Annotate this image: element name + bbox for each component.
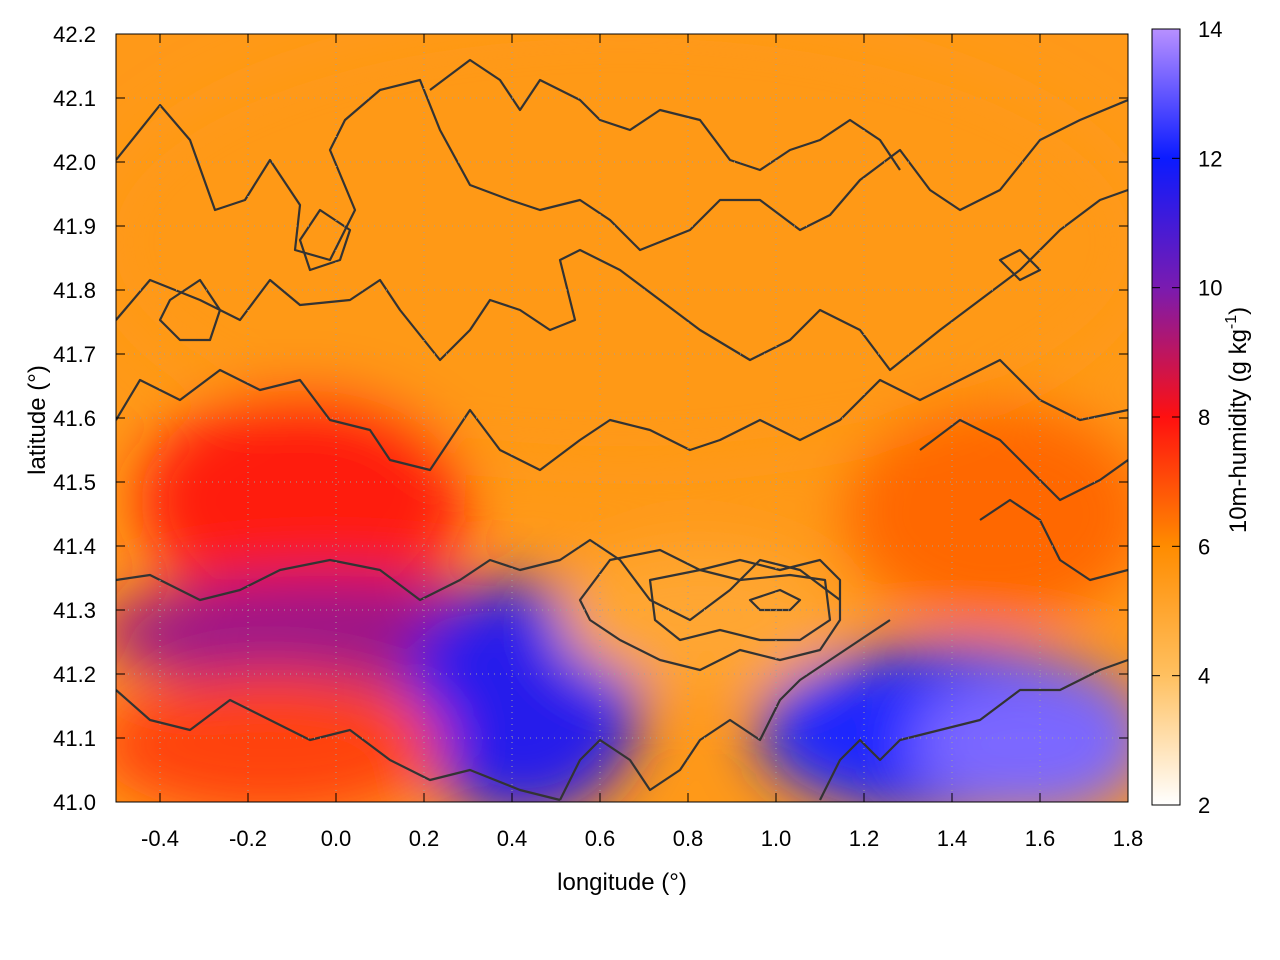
- terrain-contours: [116, 58, 1128, 802]
- contour-line-5: [578, 548, 842, 672]
- x-tick-label: 1.2: [849, 826, 880, 851]
- contour-line-8: [429, 58, 901, 172]
- y-tick-label: 41.1: [53, 726, 96, 751]
- x-tick-label: -0.4: [141, 826, 179, 851]
- x-tick-label: 0.4: [497, 826, 528, 851]
- y-tick-label: 41.7: [53, 342, 96, 367]
- field-region-6: [910, 671, 1128, 802]
- x-tick-label: -0.2: [229, 826, 267, 851]
- colorbar-ticks: 2 4 6 8 10 12 14: [1152, 17, 1222, 818]
- colorbar-tick-label: 14: [1198, 17, 1222, 42]
- x-tick-label: 1.8: [1113, 826, 1144, 851]
- y-tick-label: 42.0: [53, 150, 96, 175]
- field-region-8: [844, 403, 1128, 625]
- colorbar-label: 10m-humidity (g kg-1): [1223, 307, 1252, 533]
- contour-line-4: [116, 689, 561, 802]
- x-tick-label: 1.4: [937, 826, 968, 851]
- x-axis-ticks: -0.4 -0.2 0.0 0.2 0.4 0.6 0.8 1.0 1.2 1.4 1.6 1.8: [141, 34, 1143, 851]
- contour-line-2: [116, 358, 1128, 472]
- contour-line-3: [116, 538, 841, 622]
- contour-line-14: [158, 278, 222, 342]
- x-tick-label: 0.8: [673, 826, 704, 851]
- y-axis-ticks: 41.0 41.1 41.2 41.3 41.4 41.5 41.6 41.7 41.8 41.9…: [53, 22, 1128, 815]
- colorbar-tick-label: 10: [1198, 276, 1222, 301]
- contour-line-13: [298, 208, 352, 272]
- colorbar-label-sup: -1: [1223, 315, 1240, 329]
- contour-line-0: [116, 78, 1128, 262]
- y-tick-label: 41.0: [53, 790, 96, 815]
- x-axis-label: longitude (°): [557, 869, 687, 896]
- contour-line-7: [748, 588, 802, 612]
- field-region-7: [116, 671, 444, 802]
- x-tick-label: 0.0: [321, 826, 352, 851]
- y-tick-label: 42.2: [53, 22, 96, 47]
- humidity-field: [116, 34, 1128, 802]
- contour-line-15: [998, 248, 1042, 282]
- contour-line-11: [919, 418, 1128, 502]
- contour-line-6: [648, 568, 832, 642]
- y-tick-label: 42.1: [53, 86, 96, 111]
- field-region-4: [558, 543, 840, 690]
- y-tick-label: 41.6: [53, 406, 96, 431]
- contour-line-10: [819, 658, 1128, 801]
- y-tick-label: 41.5: [53, 470, 96, 495]
- colorbar-tick-label: 12: [1198, 146, 1222, 171]
- x-tick-label: 0.6: [585, 826, 616, 851]
- x-tick-label: 1.6: [1025, 826, 1056, 851]
- colorbar-tick-label: 6: [1198, 534, 1210, 559]
- colorbar-label-tail: ): [1225, 307, 1252, 315]
- x-tick-label: 1.0: [761, 826, 792, 851]
- contour-line-1: [116, 188, 1128, 372]
- colorbar-label-main: 10m-humidity (g kg: [1225, 329, 1252, 533]
- field-region-1: [140, 390, 466, 613]
- y-tick-label: 41.2: [53, 662, 96, 687]
- x-tick-label: 0.2: [409, 826, 440, 851]
- y-axis-label: latitude (°): [24, 365, 51, 475]
- y-tick-label: 41.8: [53, 278, 96, 303]
- field-region-0: [116, 34, 1128, 465]
- y-tick-label: 41.4: [53, 534, 96, 559]
- colorbar-tick-label: 4: [1198, 664, 1210, 689]
- y-tick-label: 41.3: [53, 598, 96, 623]
- colorbar-tick-label: 8: [1198, 405, 1210, 430]
- contour-line-12: [979, 498, 1128, 582]
- colorbar-tick-label: 2: [1198, 793, 1210, 818]
- contour-line-9: [559, 619, 891, 801]
- y-tick-label: 41.9: [53, 214, 96, 239]
